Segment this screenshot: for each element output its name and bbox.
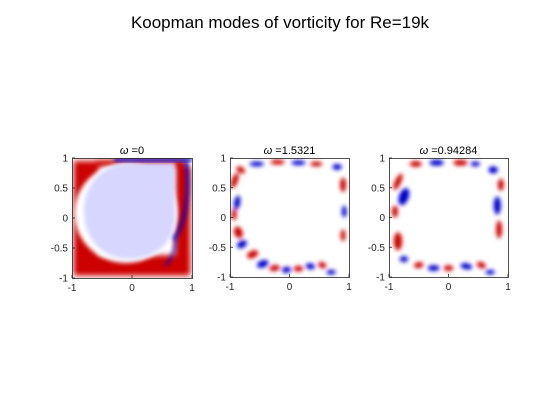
y-tick-label: 0.5 [54,184,68,195]
positive-lobe-6 [247,250,259,259]
negative-lobe-11 [485,269,495,275]
negative-lobe-15 [488,166,498,174]
x-tick-label: 1 [189,283,195,294]
y-tick-label: -1 [376,273,385,284]
y-tick-label: 1 [62,154,68,165]
positive-lobe-10 [293,265,304,272]
wall-lobes [391,159,504,275]
negative-lobe-13 [493,196,501,215]
y-tick-label: -0.5 [368,243,386,254]
x-tick-label: 1 [346,282,352,293]
positive-lobe-6 [414,262,424,269]
subplot-1: -1 0 1 1 0.5 0 -0.5 -1 ω =0 [51,145,195,294]
negative-lobe-5 [236,240,247,249]
positive-lobe-4 [393,232,403,251]
right-wall-negative [172,160,190,240]
negative-lobe-7 [257,259,269,268]
omega-value: =0.94284 [428,145,477,157]
x-tick-label: 0 [129,283,135,294]
positive-lobe-12 [496,220,503,239]
omega-value: =1.5321 [272,145,315,157]
positive-lobe-1 [230,173,239,188]
wall-lobes [230,159,347,275]
subplot-3: -1 0 1 1 0.5 0 -0.5 -1 ω =0.94284 [368,145,511,293]
primary-vortex [84,162,176,259]
y-tick-label: 0 [379,213,385,224]
negative-lobe-17 [332,163,342,170]
negative-lobe-17 [429,159,444,166]
positive-lobe-18 [310,161,323,167]
positive-lobe-22 [236,166,246,174]
y-tick-label: 0 [220,213,226,224]
negative-lobe-7 [427,265,440,272]
negative-lobe-11 [305,263,316,270]
vorticity-field [391,159,504,275]
negative-lobe-9 [281,266,292,273]
negative-lobe-9 [460,263,473,270]
positive-lobe-4 [233,226,243,239]
corner-negative [164,235,177,267]
omega-value: =0 [128,145,144,157]
bottom-wall-layer [73,255,191,276]
x-tick-label: -1 [226,282,235,293]
plot-area [389,158,508,277]
negative-lobe-13 [326,269,336,275]
negative-lobe-5 [399,256,409,263]
y-tick-label: -1 [59,274,68,285]
axes-box [230,158,350,278]
positive-lobe-14 [497,178,504,191]
subplot-title: ω =1.5321 [264,145,316,157]
positive-lobe-20 [270,159,285,165]
y-tick-label: 0.5 [371,183,385,194]
positive-lobe-16 [453,159,468,166]
positive-lobe-18 [409,160,422,167]
negative-lobe-15 [341,205,347,218]
positive-lobe-10 [476,261,486,269]
positive-lobe-12 [318,261,327,269]
positive-lobe-1 [393,173,403,190]
negative-lobe-2 [233,195,241,210]
subplot-title: ω =0 [120,145,144,157]
subplot-title: ω =0.94284 [420,145,478,157]
positive-lobe-8 [269,265,280,272]
subplot-2: -1 0 1 1 0.5 0 -0.5 -1 ω =1.5321 [209,145,352,293]
x-tick-label: 0 [287,282,293,293]
y-tick-label: 1 [379,154,385,165]
y-tick-label: -0.5 [209,243,227,254]
positive-lobe-14 [340,229,346,242]
omega-symbol: ω [120,145,129,157]
vorticity-field [73,158,192,276]
axes-box [389,158,509,278]
x-tick-label: 1 [505,282,511,293]
negative-lobe-19 [291,160,306,166]
positive-lobe-3 [231,208,237,221]
negative-lobe-19 [470,161,481,167]
positive-lobe-16 [340,177,347,192]
positive-lobe-3 [391,205,398,218]
y-tick-label: 0 [62,214,68,225]
axes-box [72,158,193,279]
figure-title: Koopman modes of vorticity for Re=19k [131,13,430,32]
vorticity-field [230,159,347,275]
y-tick-label: -1 [217,273,226,284]
subplot-grid: -1 0 1 1 0.5 0 -0.5 -1 ω =0 -1 0 1 1 0.5 0 -0.5 -1 ω =1.5… [51,145,511,294]
x-tick-label: 0 [446,282,452,293]
lid-layer-negative [114,158,192,162]
y-tick-label: 0.5 [212,183,226,194]
negative-lobe-2 [398,188,410,206]
negative-lobe-21 [249,161,264,167]
x-tick-label: -1 [385,282,394,293]
y-tick-label: -0.5 [51,244,69,255]
omega-symbol: ω [264,145,273,157]
omega-symbol: ω [420,145,429,157]
x-tick-label: -1 [68,283,77,294]
positive-lobe-8 [443,265,454,272]
plot-area [230,158,349,277]
y-tick-label: 1 [220,154,226,165]
